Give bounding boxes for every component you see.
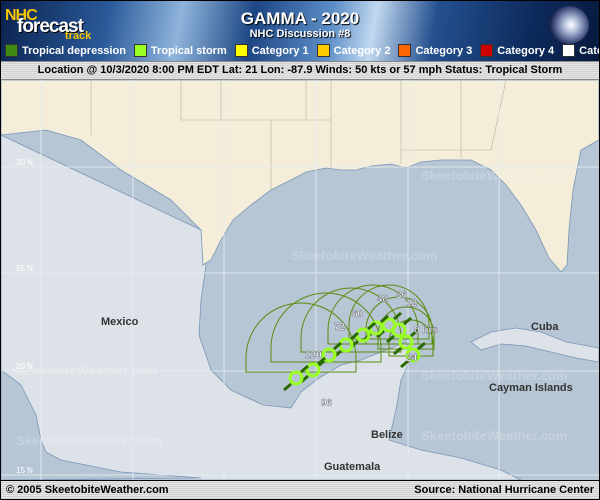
label-cuba: Cuba bbox=[531, 321, 559, 333]
tropical-storm-icon bbox=[386, 316, 412, 344]
legend-item: Category 3 bbox=[398, 44, 472, 57]
watermark: SkeetobiteWeather.com bbox=[291, 248, 437, 263]
us-land bbox=[1, 80, 599, 273]
lat-lon-grid bbox=[1, 80, 599, 480]
forecast-hour-label: 0 hrs bbox=[414, 325, 438, 336]
status-bar: Location @ 10/3/2020 8:00 PM EDT Lat: 21… bbox=[1, 61, 599, 80]
source-text: Source: National Hurricane Center bbox=[414, 484, 594, 496]
legend-swatch bbox=[5, 44, 18, 57]
forecast-hour-label: 96 bbox=[321, 398, 333, 409]
lat-label-15n: 15 N bbox=[16, 466, 33, 475]
legend-swatch bbox=[234, 44, 248, 57]
legend-swatch bbox=[398, 44, 412, 57]
forecast-hour-label: 36 bbox=[396, 290, 408, 301]
watermark: SkeetobiteWeather.com bbox=[11, 363, 157, 378]
legend-item: Tropical depression bbox=[5, 44, 126, 57]
lat-label-25n: 25 N bbox=[16, 264, 33, 273]
forecast-map: 30 N 25 N 20 N 15 N SkeetobiteWeather.co… bbox=[1, 80, 599, 480]
footer: © 2005 SkeetobiteWeather.com Source: Nat… bbox=[1, 480, 599, 499]
storm-title: GAMMA - 2020 bbox=[240, 9, 360, 28]
state-borders bbox=[90, 80, 507, 190]
cone-segment bbox=[245, 302, 357, 373]
legend-label: Category 2 bbox=[333, 44, 391, 57]
legend-item: Category 1 bbox=[234, 44, 309, 57]
intensity-legend: Tropical depression Tropical storm Categor… bbox=[5, 44, 599, 57]
cone-segment bbox=[327, 284, 419, 345]
mexico-land bbox=[1, 134, 522, 480]
hurricane-satellite-icon bbox=[549, 6, 589, 44]
logo-forecast: forecast bbox=[17, 16, 84, 37]
legend-swatch bbox=[133, 44, 147, 57]
legend-swatch bbox=[562, 44, 576, 57]
tropical-storm-icon bbox=[400, 341, 426, 369]
logo-nhc: NHC bbox=[5, 7, 38, 24]
legend-swatch bbox=[316, 44, 330, 57]
legend-item: Category 4 bbox=[480, 44, 554, 57]
watermark: SkeetobiteWeather.com bbox=[421, 428, 567, 443]
watermark: SkeetobiteWeather.com bbox=[421, 368, 567, 383]
legend-label: Category 5 bbox=[579, 44, 599, 57]
watermark: SkeetobiteWeather.com bbox=[16, 433, 162, 448]
lat-label-20n: 20 N bbox=[16, 362, 33, 371]
cone-segment bbox=[300, 287, 402, 353]
legend-swatch bbox=[480, 44, 494, 57]
legend-label: Category 3 bbox=[415, 44, 473, 57]
header-banner: NHC forecast track GAMMA - 2020 NHC Disc… bbox=[1, 1, 599, 61]
forecast-cone bbox=[245, 284, 435, 373]
forecast-hour-label: 72 bbox=[334, 322, 346, 333]
legend-label: Tropical depression bbox=[22, 44, 126, 57]
tropical-storm-icon bbox=[283, 364, 309, 392]
discussion-subtitle: NHC Discussion #8 bbox=[249, 28, 351, 40]
lat-label-30n: 30 N bbox=[16, 158, 33, 167]
logo-track: track bbox=[65, 30, 92, 42]
forecast-hour-label: 48 bbox=[377, 294, 389, 305]
legend-item: Category 5 bbox=[562, 44, 599, 57]
forecast-hour-label: 24 bbox=[406, 353, 418, 364]
cuba-land bbox=[470, 327, 599, 363]
label-belize: Belize bbox=[371, 429, 403, 441]
legend-label: Category 4 bbox=[497, 44, 555, 57]
tropical-storm-icon bbox=[393, 328, 419, 356]
legend-label: Category 1 bbox=[251, 44, 309, 57]
label-mexico: Mexico bbox=[101, 316, 139, 328]
copyright-text: © 2005 SkeetobiteWeather.com bbox=[6, 484, 169, 496]
forecast-hour-label: 120 bbox=[305, 350, 322, 361]
forecast-hour-labels: 0 hrs 12 24 36 48 60 72 96 120 bbox=[305, 290, 439, 409]
legend-item: Category 2 bbox=[316, 44, 391, 57]
label-guatemala: Guatemala bbox=[324, 461, 381, 473]
label-cayman-islands: Cayman Islands bbox=[489, 382, 573, 394]
forecast-hour-label: 60 bbox=[352, 309, 364, 320]
pacific-water bbox=[1, 369, 202, 480]
forecast-track bbox=[283, 311, 426, 392]
cone-segment bbox=[348, 284, 430, 340]
cone-segment bbox=[365, 296, 433, 345]
legend-label: Tropical storm bbox=[150, 44, 227, 57]
nhc-forecast-track-logo: NHC forecast track bbox=[5, 7, 95, 42]
legend-item: Tropical storm bbox=[133, 44, 227, 57]
forecast-hour-label: 12 bbox=[406, 298, 418, 309]
cone-segment bbox=[270, 292, 382, 363]
watermark: SkeetobiteWeather.com bbox=[421, 168, 567, 183]
